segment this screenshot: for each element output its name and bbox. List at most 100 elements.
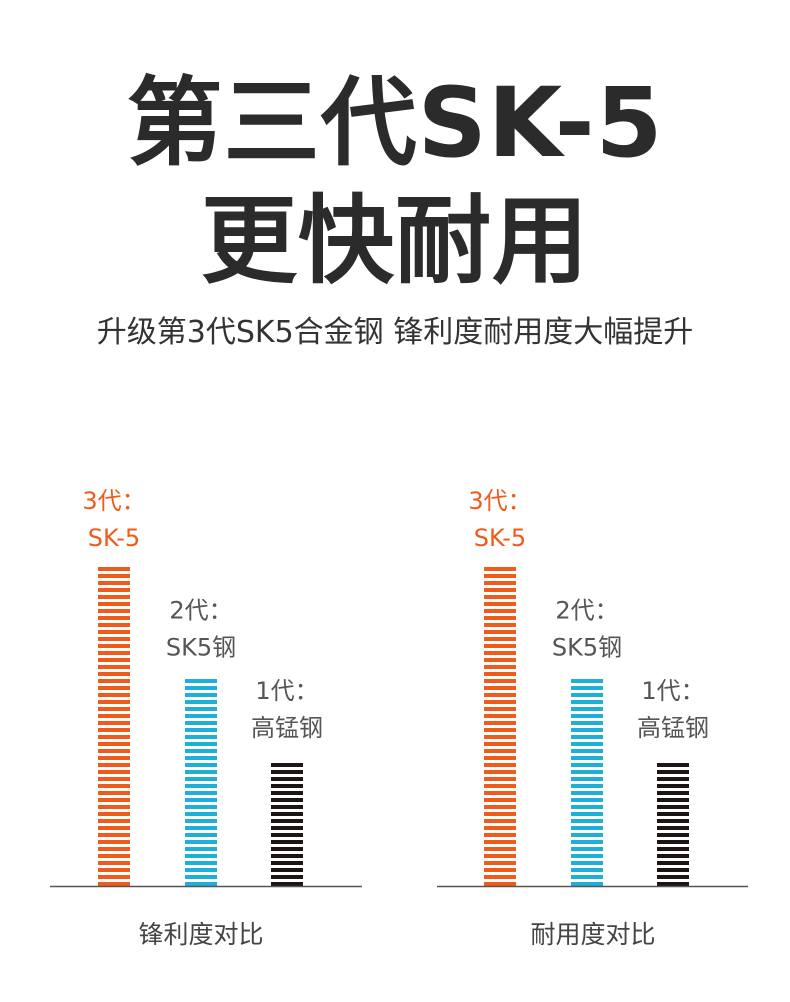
bar-stripe <box>98 616 130 620</box>
bar-stripe <box>571 770 603 774</box>
bar-stripe <box>571 854 603 858</box>
bar-stripe <box>657 784 689 788</box>
bar-category-label-line: SK-5 <box>88 524 140 552</box>
bar-stripe <box>185 798 217 802</box>
bar-stripe <box>484 847 516 851</box>
bar-stripe <box>98 595 130 599</box>
bar-stripe <box>185 756 217 760</box>
bar-stripe <box>484 770 516 774</box>
bar-stripe <box>484 714 516 718</box>
bar-stripe <box>484 756 516 760</box>
bar-stripe <box>98 840 130 844</box>
bar-stripe <box>571 721 603 725</box>
bar-stripe <box>185 770 217 774</box>
bar-stripe <box>185 833 217 837</box>
bar-stripe <box>271 798 303 802</box>
bar-stripe <box>98 784 130 788</box>
bar-stripe <box>657 847 689 851</box>
bar-stripe <box>98 658 130 662</box>
bar-stripe <box>185 840 217 844</box>
bar-stripe <box>571 812 603 816</box>
bar-stripe <box>98 742 130 746</box>
bar-category-label: 1代： 高锰钢 <box>637 677 709 742</box>
bar-stripe <box>571 833 603 837</box>
subtitle: 升级第3代SK5合金钢 锋利度耐用度大幅提升 <box>96 315 694 350</box>
bar-stripe <box>571 847 603 851</box>
bar-1 <box>98 567 130 886</box>
bar-stripe <box>271 882 303 886</box>
bar-stripe <box>657 868 689 872</box>
bar-stripe <box>98 861 130 865</box>
headline-line-1: 第三代SK-5 <box>126 67 664 179</box>
bar-2 <box>185 679 217 886</box>
bar-stripe <box>571 735 603 739</box>
bar-stripe <box>657 840 689 844</box>
bar-stripe <box>271 826 303 830</box>
bar-stripe <box>98 630 130 634</box>
bar-category-label-line: SK5钢 <box>552 633 622 661</box>
bar-stripe <box>657 805 689 809</box>
bar-stripe <box>185 749 217 753</box>
bar-stripe <box>484 826 516 830</box>
bar-stripe <box>484 728 516 732</box>
bar-stripe <box>185 763 217 767</box>
bar-stripe <box>571 679 603 683</box>
bar-stripe <box>657 854 689 858</box>
bar-stripe <box>484 588 516 592</box>
bar-stripe <box>185 714 217 718</box>
bar-stripe <box>271 777 303 781</box>
bar-stripe <box>271 833 303 837</box>
bar-stripe <box>484 574 516 578</box>
bar-stripe <box>484 833 516 837</box>
bar-stripe <box>484 567 516 571</box>
bar-stripe <box>98 798 130 802</box>
bar-stripe <box>571 742 603 746</box>
bar-stripe <box>98 819 130 823</box>
bar-stripe <box>98 609 130 613</box>
bar-category-label: 3代： SK-5 <box>468 487 531 552</box>
bar-stripe <box>271 812 303 816</box>
bar-stripe <box>271 805 303 809</box>
bar-stripe <box>271 763 303 767</box>
bar-stripe <box>484 875 516 879</box>
bar-stripe <box>484 609 516 613</box>
bar-category-label: 2代： SK5钢 <box>166 596 236 661</box>
bar-stripe <box>657 833 689 837</box>
bar-stripe <box>484 581 516 585</box>
bar-stripe <box>185 812 217 816</box>
bar-stripe <box>484 644 516 648</box>
bar-stripe <box>185 805 217 809</box>
bar-category-label-line: 1代： <box>641 677 704 705</box>
bar-stripe <box>484 686 516 690</box>
bar-stripe <box>484 658 516 662</box>
bar-stripe <box>98 581 130 585</box>
bar-stripe <box>98 763 130 767</box>
bar-stripe <box>484 805 516 809</box>
bar-stripe <box>571 714 603 718</box>
bar-stripe <box>484 623 516 627</box>
bar-stripe <box>657 763 689 767</box>
bar-stripe <box>571 826 603 830</box>
bar-stripe <box>98 868 130 872</box>
bar-stripe <box>271 840 303 844</box>
bar-stripe <box>484 777 516 781</box>
bar-stripe <box>185 735 217 739</box>
bar-2 <box>571 679 603 886</box>
bar-stripe <box>185 791 217 795</box>
bar-category-label-line: SK5钢 <box>166 633 236 661</box>
bar-stripe <box>98 847 130 851</box>
bar-3 <box>271 763 303 886</box>
bar-stripe <box>185 854 217 858</box>
bar-stripe <box>571 784 603 788</box>
bar-3 <box>657 763 689 886</box>
bar-stripe <box>484 707 516 711</box>
bar-stripe <box>484 721 516 725</box>
bar-stripe <box>484 749 516 753</box>
bar-stripe <box>484 868 516 872</box>
bar-stripe <box>657 882 689 886</box>
bar-stripe <box>98 686 130 690</box>
bar-stripe <box>271 868 303 872</box>
bar-stripe <box>98 623 130 627</box>
bar-stripe <box>484 798 516 802</box>
